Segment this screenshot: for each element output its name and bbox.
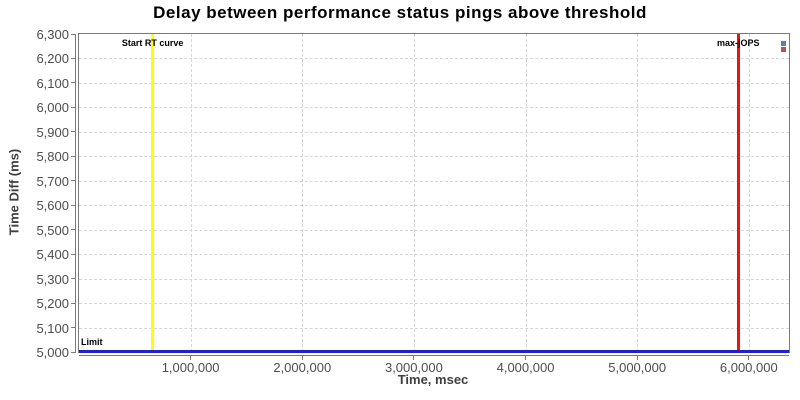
y-gridline	[79, 327, 789, 329]
y-tick-label: 5,700	[36, 173, 69, 189]
y-tick-mark	[71, 351, 76, 353]
x-tick-mark	[748, 355, 750, 360]
y-tick-label: 5,500	[36, 222, 69, 238]
y-tick-label: 5,000	[36, 345, 69, 360]
x-axis-line	[79, 355, 789, 356]
y-tick-label: 5,900	[36, 124, 69, 140]
y-tick-mark	[71, 180, 76, 182]
start-rt-curve-label: Start RT curve	[121, 38, 184, 48]
x-gridline	[525, 34, 527, 352]
x-tick-mark	[190, 355, 192, 360]
y-tick-label: 6,300	[36, 27, 69, 42]
x-gridline	[413, 34, 415, 352]
y-tick-mark	[71, 327, 76, 329]
max-jops-line	[736, 34, 740, 352]
limit-line	[79, 350, 789, 353]
y-gridline	[79, 82, 789, 84]
y-gridline	[79, 58, 789, 60]
y-tick-mark	[71, 229, 76, 231]
y-gridline	[79, 131, 789, 133]
legend-swatch-series-blue	[781, 41, 786, 46]
y-gridline	[79, 229, 789, 231]
y-tick-label: 5,400	[36, 247, 69, 263]
y-tick-mark	[71, 33, 76, 35]
y-tick-mark	[71, 155, 76, 157]
y-tick-label: 6,200	[36, 51, 69, 67]
x-tick-mark	[525, 355, 527, 360]
limit-label: Limit	[81, 337, 103, 347]
y-tick-label: 5,800	[36, 149, 69, 165]
x-tick-label: 2,000,000	[273, 360, 332, 375]
y-tick-mark	[71, 82, 76, 84]
y-gridline	[79, 107, 789, 109]
y-tick-label: 5,600	[36, 198, 69, 214]
y-tick-mark	[71, 253, 76, 255]
y-tick-mark	[71, 302, 76, 304]
x-tick-label: 6,000,000	[719, 360, 778, 375]
legend-swatch-series-red	[781, 47, 786, 52]
x-gridline	[302, 34, 304, 352]
x-gridline	[748, 34, 750, 352]
max-jops-label: max-jOPS	[716, 38, 760, 48]
legend	[781, 41, 786, 52]
y-tick-label: 6,000	[36, 100, 69, 116]
x-tick-mark	[301, 355, 303, 360]
x-gridline	[637, 34, 639, 352]
y-axis-title: Time Diff (ms)	[6, 148, 22, 236]
y-tick-mark	[71, 131, 76, 133]
y-tick-mark	[71, 57, 76, 59]
y-tick-label: 5,200	[36, 296, 69, 312]
x-gridline	[190, 34, 192, 352]
y-tick-label: 6,100	[36, 75, 69, 91]
x-tick-label: 3,000,000	[384, 360, 443, 375]
y-gridline	[79, 180, 789, 182]
start-rt-curve-line	[151, 34, 155, 352]
y-gridline	[79, 278, 789, 280]
x-tick-mark	[636, 355, 638, 360]
x-tick-label: 1,000,000	[161, 360, 220, 375]
y-gridline	[79, 303, 789, 305]
x-tick-label: 5,000,000	[608, 360, 667, 375]
y-gridline	[79, 156, 789, 158]
y-gridline	[79, 254, 789, 256]
y-gridline	[79, 205, 789, 207]
x-tick-mark	[413, 355, 415, 360]
chart-title: Delay between performance status pings a…	[153, 3, 647, 22]
y-tick-label: 5,300	[36, 271, 69, 287]
y-axis-line	[75, 34, 76, 352]
x-axis-title: Time, msec	[397, 372, 469, 387]
x-tick-label: 4,000,000	[496, 360, 555, 375]
plot-area: 5,000 5,100 5,200 5,300 5,400 5,500 5,600 5,700…	[36, 28, 790, 374]
y-tick-mark	[71, 278, 76, 280]
y-tick-label: 5,100	[36, 320, 69, 336]
y-tick-mark	[71, 204, 76, 206]
y-tick-mark	[71, 106, 76, 108]
